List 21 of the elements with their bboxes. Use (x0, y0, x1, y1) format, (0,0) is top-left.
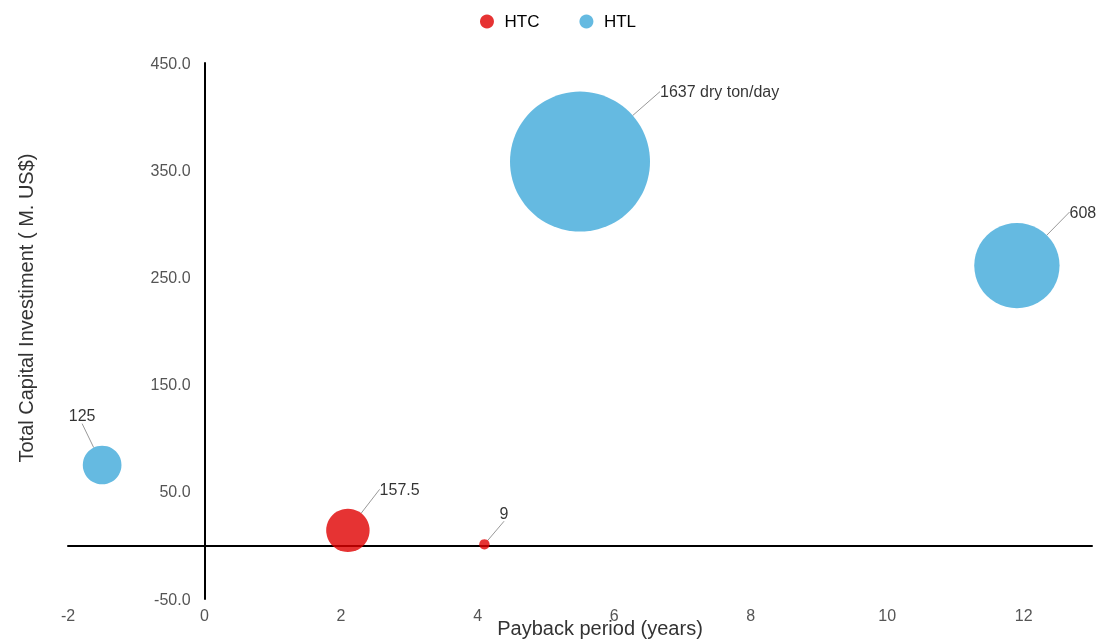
data-label: 9 (499, 504, 509, 522)
x-tick-label: 0 (200, 606, 210, 624)
legend-label: HTC (504, 12, 540, 31)
data-label: 1637 dry ton/day (660, 83, 780, 101)
x-tick-label: 10 (878, 606, 897, 624)
x-tick-label: 4 (473, 606, 483, 624)
y-tick-label: 250.0 (150, 268, 191, 286)
y-tick-label: 50.0 (159, 483, 191, 501)
y-tick-label: 350.0 (150, 161, 191, 179)
data-label: 157.5 (379, 480, 420, 498)
x-tick-label: -2 (60, 606, 76, 624)
data-label: 608 (1069, 203, 1097, 221)
y-tick-label: 450.0 (150, 54, 191, 72)
data-label: 125 (68, 407, 96, 425)
x-tick-label: 8 (746, 606, 756, 624)
x-tick-label: 2 (336, 606, 346, 624)
y-tick-label: -50.0 (154, 590, 191, 608)
x-tick-label: 12 (1014, 606, 1033, 624)
y-tick-label: 150.0 (150, 376, 191, 394)
legend-label: HTL (603, 12, 637, 31)
y-axis-title: Total Capital Investiment ( M. US$) (15, 153, 37, 463)
